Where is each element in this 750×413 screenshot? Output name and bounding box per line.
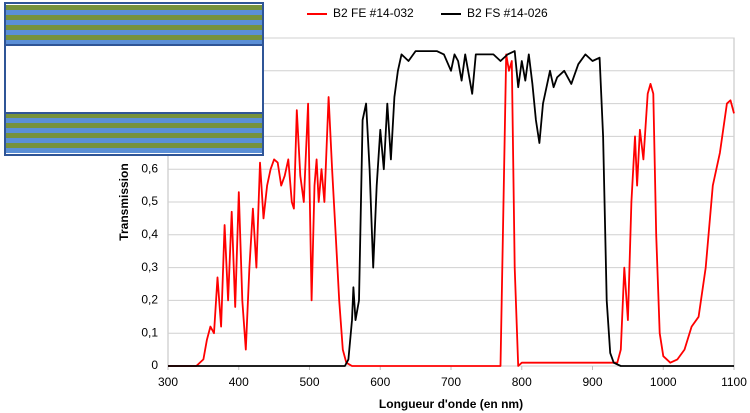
y-tick-label: 0,6 — [141, 161, 158, 175]
y-tick-label: 0,3 — [141, 260, 158, 274]
inset-stripe — [6, 143, 262, 148]
y-tick-label: 0,4 — [141, 227, 158, 241]
inset-stripe — [6, 133, 262, 138]
y-tick-label: 0,5 — [141, 194, 158, 208]
x-axis-title: Longueur d'onde (en nm) — [379, 397, 523, 411]
x-tick-label: 800 — [512, 375, 532, 389]
inset-stripe — [6, 5, 262, 10]
x-tick-label: 900 — [582, 375, 602, 389]
inset-stripe — [6, 128, 262, 133]
x-tick-label: 300 — [158, 375, 178, 389]
inset-stripe — [6, 40, 262, 45]
x-tick-label: 1000 — [650, 375, 677, 389]
x-tick-label: 1100 — [721, 375, 747, 389]
legend-label: B2 FS #14-026 — [467, 6, 548, 20]
legend-label: B2 FE #14-032 — [333, 6, 414, 20]
series-line — [168, 53, 735, 367]
inset-border — [4, 2, 264, 156]
inset-stripe — [6, 148, 262, 153]
y-tick-label: 0,1 — [141, 325, 158, 339]
x-tick-label: 500 — [299, 375, 319, 389]
y-tick-label: 0 — [151, 358, 158, 372]
inset-stripe — [6, 20, 262, 25]
x-tick-label: 400 — [229, 375, 249, 389]
x-tick-label: 700 — [441, 375, 461, 389]
inset-stripe — [6, 123, 262, 128]
inset-stripe — [6, 138, 262, 143]
inset-stripe — [6, 30, 262, 35]
inset-stripe — [6, 10, 262, 15]
x-tick-label: 600 — [370, 375, 390, 389]
inset-stripe — [6, 118, 262, 123]
series-line — [168, 50, 734, 367]
inset-stripe — [6, 25, 262, 30]
inset-stripe — [6, 113, 262, 118]
inset-stripe — [6, 15, 262, 20]
y-tick-label: 0,2 — [141, 293, 158, 307]
y-axis-title: Transmission — [117, 163, 131, 240]
layer-stack-image — [4, 2, 264, 156]
inset-stripe — [6, 35, 262, 40]
